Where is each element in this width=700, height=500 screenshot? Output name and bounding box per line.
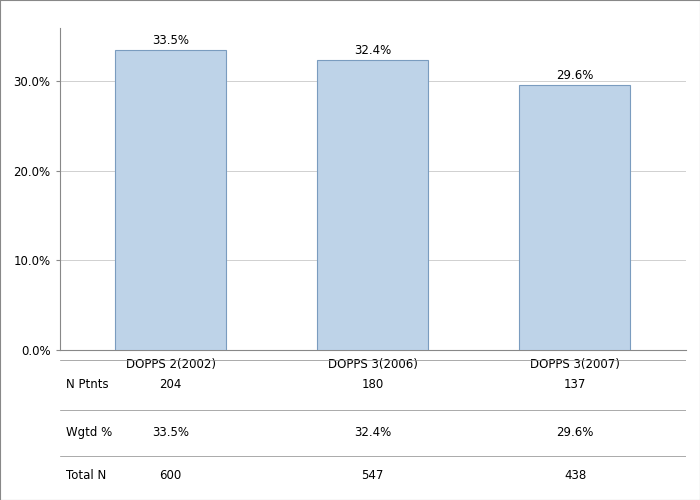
Text: Wgtd %: Wgtd % bbox=[66, 426, 112, 440]
Text: 180: 180 bbox=[362, 378, 384, 392]
Bar bbox=[115, 50, 226, 350]
Text: 137: 137 bbox=[564, 378, 587, 392]
Text: 32.4%: 32.4% bbox=[354, 426, 391, 440]
Text: 547: 547 bbox=[362, 469, 384, 482]
Bar bbox=[317, 60, 428, 350]
Text: 438: 438 bbox=[564, 469, 586, 482]
Text: 204: 204 bbox=[159, 378, 181, 392]
Text: 32.4%: 32.4% bbox=[354, 44, 391, 57]
Text: N Ptnts: N Ptnts bbox=[66, 378, 108, 392]
Text: 29.6%: 29.6% bbox=[556, 69, 594, 82]
Text: 29.6%: 29.6% bbox=[556, 426, 594, 440]
Text: 33.5%: 33.5% bbox=[152, 426, 189, 440]
Bar bbox=[519, 85, 631, 350]
Text: Total N: Total N bbox=[66, 469, 106, 482]
Text: 600: 600 bbox=[160, 469, 181, 482]
Text: 33.5%: 33.5% bbox=[152, 34, 189, 47]
